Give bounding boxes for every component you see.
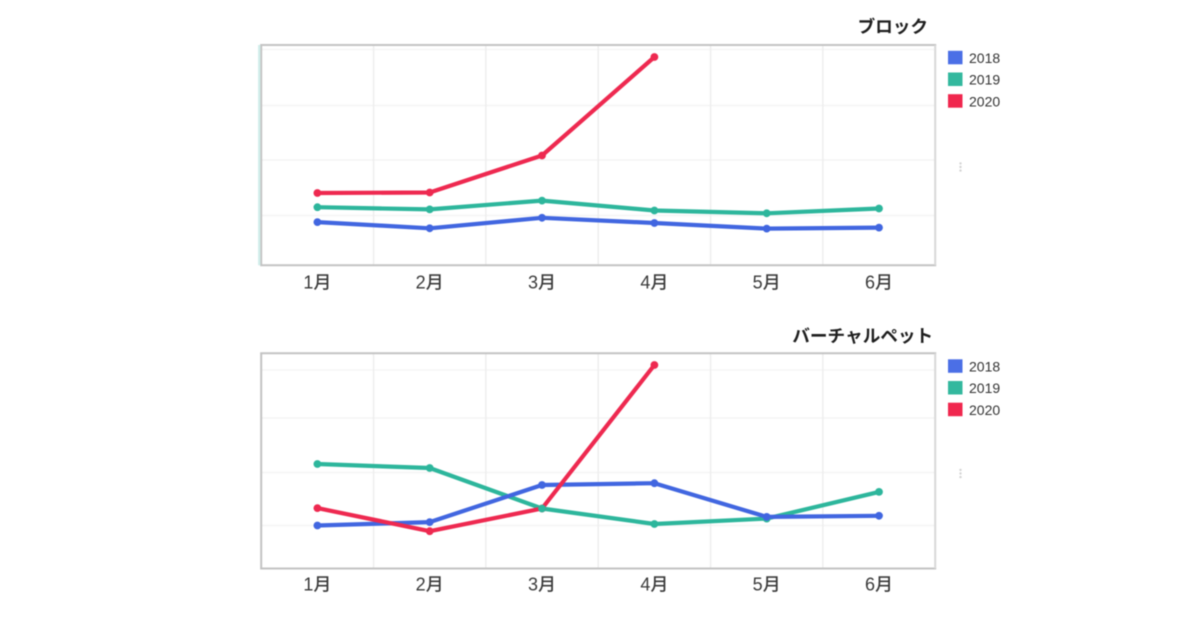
svg-text:4: 4 [640,273,650,293]
svg-text:2018: 2018 [969,359,1000,375]
svg-text:1: 1 [303,575,313,595]
svg-text:2018: 2018 [969,50,1000,66]
svg-text:5: 5 [753,273,763,293]
svg-text:6: 6 [865,575,875,595]
svg-text:2020: 2020 [969,402,1000,418]
svg-text:2: 2 [416,273,426,293]
svg-text:3: 3 [528,273,538,293]
svg-text:2019: 2019 [969,380,1000,396]
svg-text:2: 2 [416,575,426,595]
svg-text:2020: 2020 [969,93,1000,109]
svg-text:2019: 2019 [969,72,1000,88]
svg-text:4: 4 [640,575,650,595]
svg-text:3: 3 [528,575,538,595]
svg-text:5: 5 [753,575,763,595]
svg-text:6: 6 [865,273,875,293]
svg-text:1: 1 [303,273,313,293]
